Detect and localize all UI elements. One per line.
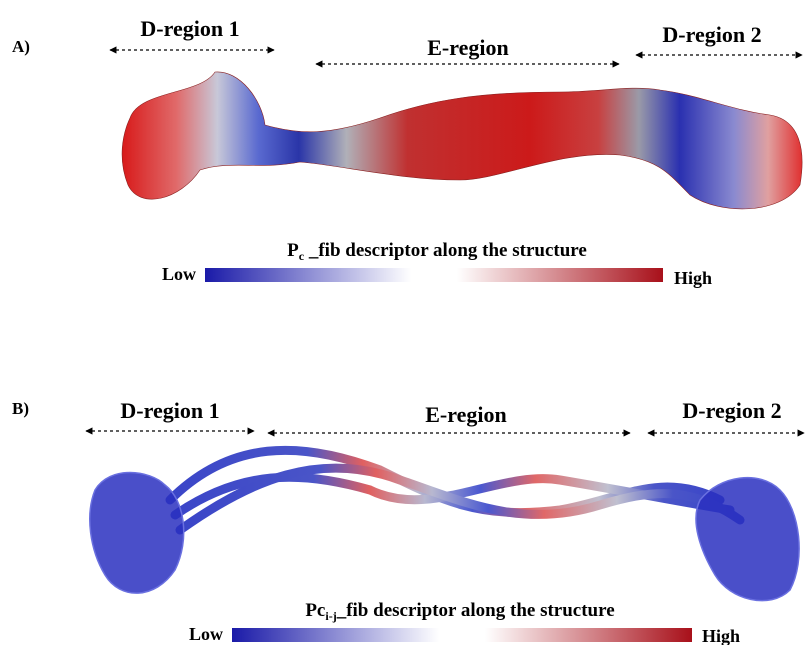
scale-high: High: [702, 626, 740, 645]
figure: A) D-region 1 E-region D-region 2 Pc _fi…: [0, 0, 806, 645]
region-label: D-region 2: [662, 22, 761, 47]
title-part: P: [287, 240, 299, 261]
region-label: D-region 1: [120, 398, 219, 423]
title-part: Pc: [305, 600, 325, 621]
descriptor-title: Pci-j_fib descriptor along the structure: [305, 600, 614, 623]
panel-label: B): [12, 399, 29, 418]
region-label: E-region: [427, 35, 508, 60]
title-subscript: i-j: [325, 609, 336, 623]
molecule-surface: [122, 72, 802, 209]
title-part: _fib descriptor along the structure: [304, 240, 587, 261]
title-part: _fib descriptor along the structure: [336, 600, 615, 621]
region-label: D-region 2: [682, 398, 781, 423]
color-scale: [205, 268, 663, 282]
domain-shape: [696, 478, 799, 601]
scale-low: Low: [162, 264, 196, 284]
color-scale: [232, 628, 692, 642]
descriptor-title: Pc _fib descriptor along the structure: [287, 240, 587, 263]
ribbon-structure: [170, 450, 740, 530]
region-label: E-region: [425, 402, 506, 427]
region-label: D-region 1: [140, 16, 239, 41]
scale-high: High: [674, 268, 712, 288]
scale-low: Low: [189, 624, 223, 644]
domain-shape: [90, 473, 184, 594]
panel-label: A): [12, 37, 30, 56]
